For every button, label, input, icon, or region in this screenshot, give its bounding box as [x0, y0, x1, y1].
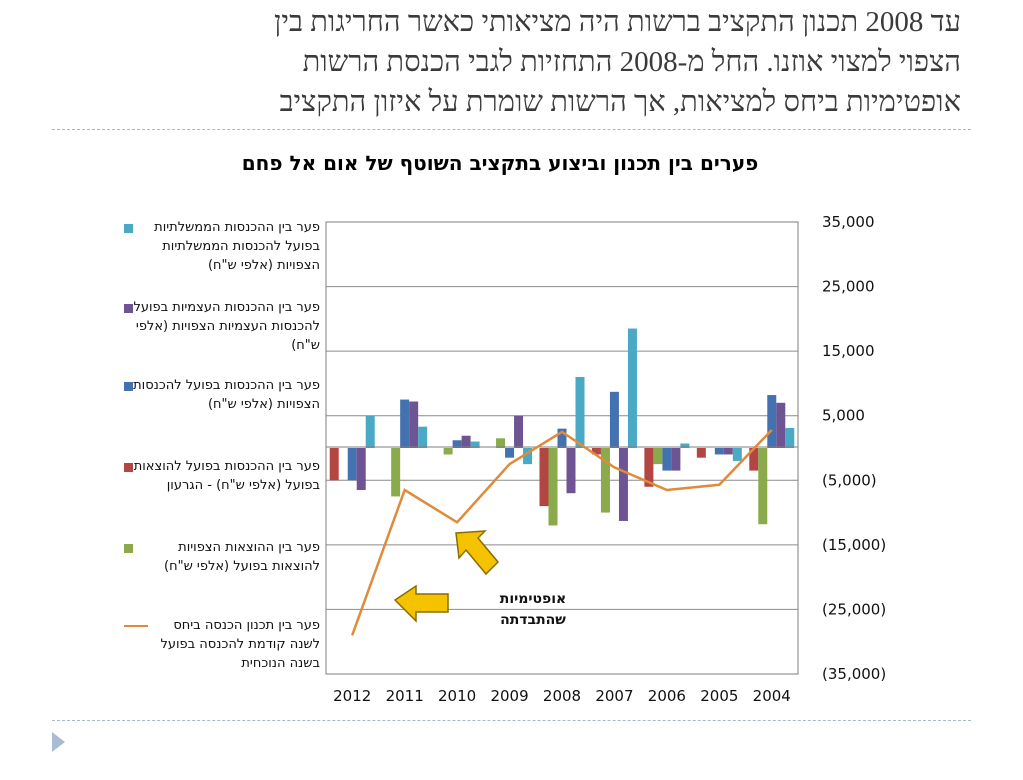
callout-line-2: שהתבדתה — [500, 612, 566, 628]
bar — [644, 448, 654, 487]
legend-label: פער בין ההכנסות בפועל להוצאות בפועל (אלפ… — [133, 459, 320, 493]
y-tick-label: 35,000 — [822, 213, 875, 231]
bar — [714, 448, 724, 455]
bar — [347, 448, 357, 481]
x-tick-label: 2007 — [595, 687, 633, 705]
bar — [696, 448, 706, 458]
bar — [600, 448, 610, 513]
legend-swatch — [124, 224, 133, 233]
y-tick-label: (15,000) — [822, 536, 886, 554]
legend-swatch — [124, 625, 148, 627]
bar — [329, 448, 339, 481]
bar — [609, 391, 619, 448]
x-tick-label: 2010 — [438, 687, 476, 705]
callout-arrow-lower — [393, 584, 449, 623]
legend-label: פער בין ההכנסות בפועל להכנסות הצפויות (א… — [133, 378, 320, 412]
legend-swatch — [124, 382, 133, 391]
legend-swatch — [124, 304, 133, 313]
bar — [548, 448, 558, 526]
legend-label: פער בין ההוצאות הצפויות להוצאות בפועל (א… — [164, 540, 320, 574]
bar — [356, 448, 366, 490]
legend-label: פער בין ההכנסות הממשלתיות בפועל להכנסות … — [154, 220, 320, 273]
y-tick-label: (5,000) — [822, 471, 877, 489]
x-tick-label: 2009 — [490, 687, 528, 705]
bar — [418, 426, 428, 448]
bar — [443, 448, 453, 455]
legend-label: פער בין תכנון הכנסה ביחס לשנה קודמת להכנ… — [160, 618, 320, 671]
chart-title: פערים בין תכנון וביצוע בתקציב השוטף של א… — [241, 151, 759, 175]
bar — [671, 448, 681, 471]
x-tick-label: 2004 — [753, 687, 791, 705]
x-tick-label: 2008 — [543, 687, 581, 705]
legend-item-deficit: פער בין ההכנסות בפועל להוצאות בפועל (אלפ… — [120, 457, 320, 495]
x-tick-label: 2006 — [648, 687, 686, 705]
x-axis-ticks: 2012 2011 2010 2009 2008 2007 2006 2005 2004 — [333, 687, 791, 705]
bar — [662, 448, 672, 471]
bar — [627, 328, 637, 448]
bar — [514, 415, 524, 448]
bar — [575, 376, 585, 448]
y-tick-label: 15,000 — [822, 342, 875, 360]
legend-item-own-revenue: פער בין ההכנסות העצמיות בפועל להכנסות הע… — [120, 298, 320, 355]
bar — [452, 440, 462, 448]
bar — [723, 448, 733, 455]
bar — [776, 402, 786, 448]
callout-arrow-upper — [455, 530, 500, 576]
y-axis-ticks: 35,000 25,000 15,000 5,000 (5,000) (15,000) (2… — [822, 213, 886, 683]
y-tick-label: (25,000) — [822, 600, 886, 618]
callout-label: אופטימיות שהתבדתה — [478, 589, 588, 631]
trend-line — [351, 429, 773, 636]
callout-line-1: אופטימיות — [499, 591, 567, 607]
bar — [618, 448, 628, 521]
bar — [653, 448, 663, 465]
heading-line-3: אופטימיות ביחס למציאות, אך הרשות שומרת ע… — [279, 86, 961, 118]
bar — [391, 448, 401, 497]
x-tick-label: 2011 — [386, 687, 424, 705]
bar — [680, 443, 690, 448]
bar — [409, 401, 419, 448]
bar — [505, 448, 515, 458]
bar — [557, 428, 567, 448]
heading-line-2: הצפוי למצוי אוזנו. החל מ-2008 התחזיות לג… — [302, 46, 961, 78]
legend-swatch — [124, 463, 133, 472]
plot-area-border — [325, 221, 799, 675]
slide-bullet-icon — [52, 732, 65, 752]
legend-item-total-revenue: פער בין ההכנסות בפועל להכנסות הצפויות (א… — [120, 376, 320, 414]
bottom-divider — [52, 720, 971, 721]
bar — [496, 438, 506, 448]
y-tick-label: 5,000 — [822, 407, 865, 425]
heading-line-1: עד 2008 תכנון התקציב ברשות היה מציאותי כ… — [274, 6, 961, 38]
bar — [591, 448, 601, 455]
top-divider — [52, 129, 971, 130]
bars — [329, 328, 795, 526]
legend-swatch — [124, 544, 133, 553]
bar — [566, 448, 576, 494]
bar — [523, 448, 533, 465]
x-tick-label: 2005 — [700, 687, 738, 705]
bar — [365, 415, 375, 448]
bar — [749, 448, 759, 471]
callout-arrows — [393, 530, 500, 623]
bar — [470, 441, 480, 448]
legend-item-expenses: פער בין ההוצאות הצפויות להוצאות בפועל (א… — [120, 538, 320, 576]
bar — [758, 448, 768, 525]
y-tick-label: (35,000) — [822, 665, 886, 683]
bar — [539, 448, 549, 507]
legend-item-planning-line: פער בין תכנון הכנסה ביחס לשנה קודמת להכנ… — [120, 616, 320, 673]
slide-heading: עד 2008 תכנון התקציב ברשות היה מציאותי כ… — [61, 2, 961, 122]
x-tick-label: 2012 — [333, 687, 371, 705]
bar — [732, 448, 742, 461]
y-tick-label: 25,000 — [822, 278, 875, 296]
bar — [461, 435, 471, 448]
legend-label: פער בין ההכנסות העצמיות בפועל להכנסות הע… — [133, 300, 320, 353]
legend-item-government-revenue: פער בין ההכנסות הממשלתיות בפועל להכנסות … — [120, 218, 320, 275]
bar — [767, 395, 777, 448]
series-line — [351, 429, 773, 636]
bar — [400, 399, 410, 448]
bar — [785, 427, 795, 448]
